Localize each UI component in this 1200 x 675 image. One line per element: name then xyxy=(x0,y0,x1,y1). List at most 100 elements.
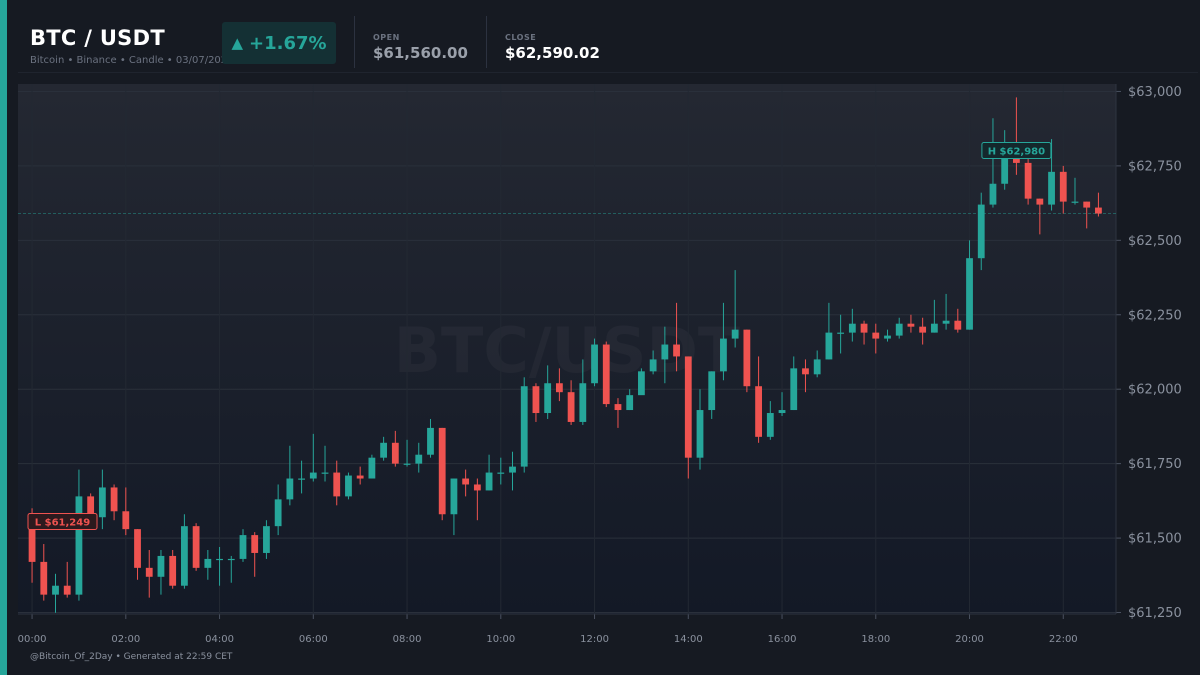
candle-body xyxy=(63,585,71,595)
candle-down xyxy=(673,302,680,372)
candle-body xyxy=(239,535,247,559)
candle-up xyxy=(98,469,106,530)
candle-body xyxy=(1012,156,1020,163)
candle-up xyxy=(380,436,388,461)
candle-up xyxy=(497,457,505,485)
candle-up xyxy=(591,338,598,387)
plot-area xyxy=(18,84,1116,614)
candle-body xyxy=(837,332,845,334)
candle-body xyxy=(192,526,200,568)
candle-body xyxy=(649,359,657,372)
candle-up xyxy=(708,371,716,419)
candle-up xyxy=(157,549,165,595)
candle-body xyxy=(872,332,880,339)
candle-up xyxy=(649,350,657,375)
candle-body xyxy=(333,472,341,497)
candle-down xyxy=(145,549,153,598)
change-percent: +1.67% xyxy=(249,32,327,54)
candle-body xyxy=(1095,207,1102,214)
candle-down xyxy=(391,430,399,467)
high-annotation-label: H $62,980 xyxy=(988,146,1045,157)
candle-down xyxy=(122,487,130,536)
candle-body xyxy=(907,323,915,327)
candle-up xyxy=(626,389,634,411)
candle-up xyxy=(989,118,997,208)
candle-body xyxy=(673,344,680,357)
candle-down xyxy=(1059,165,1067,214)
candle-up xyxy=(368,454,376,479)
candle-down xyxy=(954,308,962,333)
x-tick-label: 00:00 xyxy=(18,634,47,645)
candle-up xyxy=(720,302,727,381)
candle-up xyxy=(778,392,786,416)
candle-body xyxy=(462,478,470,485)
y-tick-label: $63,000 xyxy=(1128,85,1182,100)
candle-body xyxy=(848,323,856,333)
candle-up xyxy=(450,478,458,536)
candle-body xyxy=(954,320,962,330)
candle-body xyxy=(638,371,645,396)
candle-up xyxy=(837,314,845,354)
candle-down xyxy=(40,544,48,601)
candle-body xyxy=(403,463,411,465)
candle-down xyxy=(755,356,762,443)
candle-body xyxy=(380,442,388,458)
candle-body xyxy=(509,466,516,473)
candle-body xyxy=(473,484,481,491)
candle-body xyxy=(98,487,106,518)
x-tick-label: 06:00 xyxy=(299,634,328,645)
candle-body xyxy=(1059,171,1067,202)
candle-body xyxy=(40,561,48,595)
candle-body xyxy=(263,526,270,553)
candle-up xyxy=(286,445,294,506)
candle-down xyxy=(919,317,927,345)
candle-body xyxy=(520,386,528,467)
candle-body xyxy=(28,520,36,562)
candle-down xyxy=(462,469,470,497)
x-tick-label: 18:00 xyxy=(861,634,890,645)
candle-body xyxy=(485,472,493,491)
candle-body xyxy=(1036,198,1044,205)
candle-body xyxy=(368,457,376,479)
candle-body xyxy=(75,496,83,595)
candle-body xyxy=(790,368,798,411)
low-annotation-box xyxy=(27,512,98,530)
candle-body xyxy=(497,472,505,474)
candle-down xyxy=(532,383,540,422)
candle-up xyxy=(216,547,223,586)
x-tick-label: 22:00 xyxy=(1049,634,1078,645)
candle-down xyxy=(251,532,259,577)
low-annotation: L $61,249 xyxy=(27,512,98,530)
candle-body xyxy=(227,558,235,561)
candle-body xyxy=(309,472,317,479)
candle-body xyxy=(438,427,446,515)
candle-down xyxy=(872,323,880,354)
candle-up xyxy=(1048,139,1055,211)
candle-up xyxy=(579,359,587,425)
candle-down xyxy=(134,529,141,580)
x-tick-label: 04:00 xyxy=(205,634,234,645)
candle-body xyxy=(216,558,223,561)
y-tick-label: $61,250 xyxy=(1128,606,1182,621)
candle-body xyxy=(614,404,622,411)
accent-bar xyxy=(0,0,7,675)
candle-up xyxy=(263,520,270,559)
page-title: BTC / USDT xyxy=(30,26,165,50)
candle-body xyxy=(52,585,59,595)
header-divider xyxy=(354,16,355,68)
candle-body xyxy=(134,529,141,568)
candle-up xyxy=(520,377,528,473)
candle-body xyxy=(544,383,552,414)
candle-body xyxy=(145,567,153,577)
candle-body xyxy=(731,329,739,339)
candle-down xyxy=(110,484,118,521)
candle-up xyxy=(766,401,774,440)
candle-body xyxy=(555,383,563,393)
candle-body xyxy=(274,499,282,527)
triangle-up-icon: ▲ xyxy=(231,34,243,52)
candle-up xyxy=(884,329,891,342)
candle-body xyxy=(579,383,587,422)
candle-up xyxy=(415,442,423,473)
candle-body xyxy=(919,326,927,333)
candle-body xyxy=(415,454,423,464)
